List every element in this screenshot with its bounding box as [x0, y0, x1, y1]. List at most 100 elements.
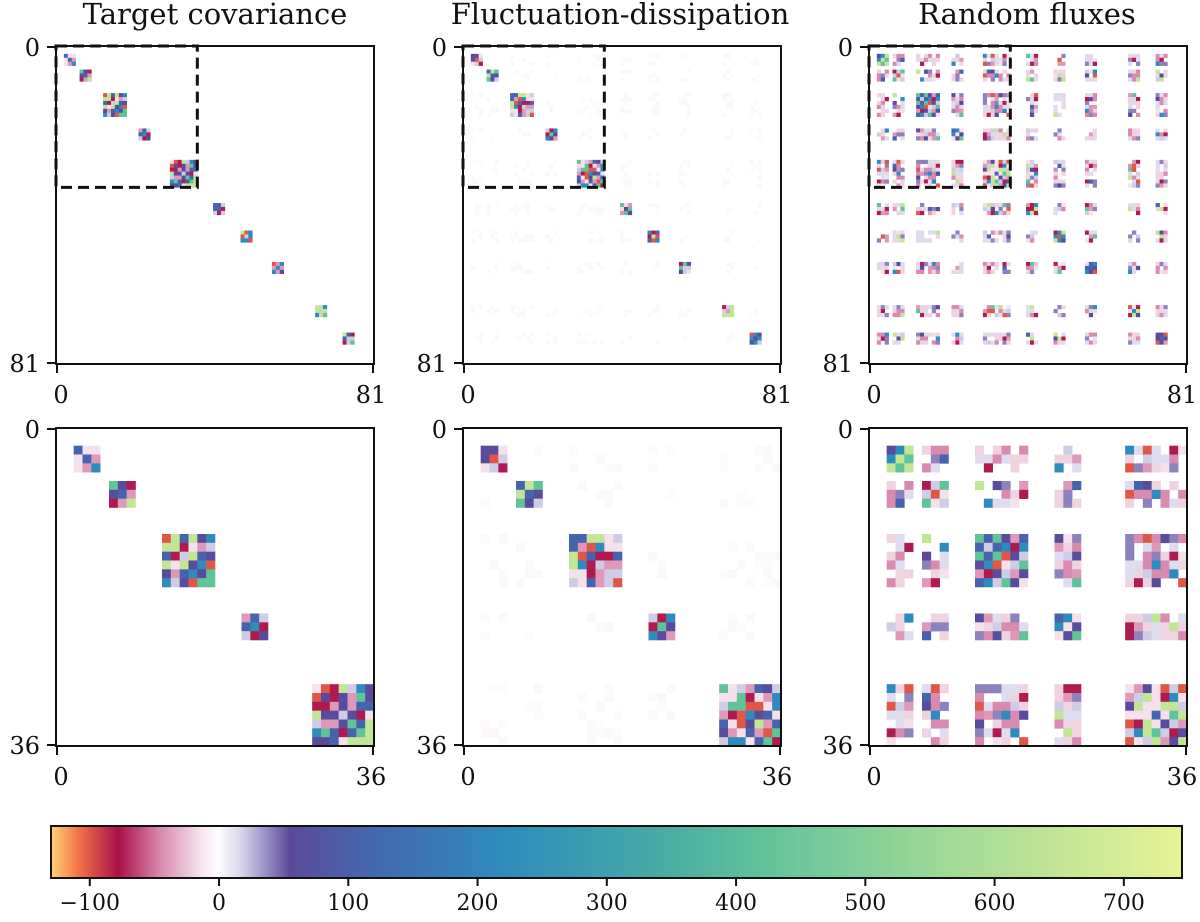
heatmap-cell — [1061, 73, 1066, 78]
heatmap-cell — [927, 97, 933, 102]
heatmap-cell — [329, 693, 339, 703]
heatmap-cell — [1002, 57, 1007, 63]
heatmap-cell — [1053, 309, 1058, 314]
heatmap-cell — [1132, 305, 1137, 310]
heatmap-cell — [729, 312, 735, 318]
heatmap-cell — [1128, 108, 1133, 114]
heatmap-cell — [930, 481, 940, 491]
heatmap-cell — [923, 179, 929, 184]
heatmap-cell — [1132, 69, 1137, 74]
heatmap-cell — [350, 336, 355, 341]
heatmap-cell — [517, 238, 523, 243]
heatmap-cell — [1125, 701, 1135, 711]
heatmap-cell — [1088, 179, 1094, 184]
heatmap-cell — [1006, 203, 1011, 208]
heatmap-cell — [177, 179, 182, 184]
heatmap-cell — [982, 167, 988, 172]
heatmap-cell — [1033, 230, 1039, 235]
heatmap-cell — [939, 498, 949, 508]
heatmap-cell — [79, 69, 84, 74]
heatmap-cell — [170, 578, 180, 588]
heatmap-cell — [959, 112, 964, 117]
heatmap-cell — [904, 631, 914, 641]
heatmap-cell — [1006, 234, 1011, 239]
heatmap-cell — [736, 693, 746, 703]
heatmap-cell — [1125, 710, 1135, 720]
heatmap-cell — [627, 69, 633, 74]
heatmap-cell — [1029, 136, 1035, 141]
heatmap-cell — [900, 128, 905, 133]
heatmap-cell — [983, 631, 993, 641]
heatmap-cell — [959, 97, 964, 102]
heatmap-cell — [494, 159, 499, 165]
heatmap-cell — [1002, 175, 1007, 180]
heatmap-cell — [990, 100, 995, 106]
heatmap-cell — [763, 719, 773, 729]
heatmap-cell — [620, 69, 625, 74]
heatmap-cell — [922, 684, 932, 694]
heatmap-cell — [514, 112, 519, 117]
heatmap-cell — [994, 53, 999, 59]
heatmap-cell — [1151, 454, 1161, 464]
heatmap-cell — [1135, 203, 1141, 208]
heatmap-cell — [569, 445, 579, 455]
heatmap-cell — [517, 206, 523, 212]
heatmap-cell — [896, 234, 901, 239]
heatmap-cell — [177, 159, 182, 165]
heatmap-cell — [514, 312, 519, 318]
heatmap-cell — [498, 534, 508, 544]
heatmap-cell — [588, 238, 593, 243]
heatmap-cell — [886, 693, 896, 703]
heatmap-cell — [347, 701, 357, 711]
heatmap-cell — [1061, 97, 1066, 102]
heatmap-cell — [1159, 305, 1164, 310]
heatmap-cell — [521, 104, 527, 110]
heatmap-cell — [1155, 104, 1160, 110]
heatmap-cell — [876, 93, 882, 98]
heatmap-cell — [521, 73, 527, 78]
heatmap-cell — [655, 183, 660, 188]
heatmap-cell — [1135, 61, 1141, 66]
heatmap-cell — [719, 498, 729, 508]
heatmap-cell — [576, 171, 582, 176]
x-tick-label-left: 0 — [53, 763, 68, 791]
heatmap-cell — [592, 167, 597, 172]
heatmap-cell — [620, 163, 625, 169]
heatmap-cell — [655, 309, 660, 314]
heatmap-cell — [930, 578, 940, 588]
heatmap-cell — [975, 534, 985, 544]
y-tick-label-bottom: 81 — [416, 350, 447, 378]
heatmap-cell — [517, 128, 523, 133]
heatmap-cell — [757, 73, 762, 78]
heatmap-cell — [1002, 132, 1007, 137]
heatmap-cell — [1163, 108, 1168, 114]
heatmap-cell — [880, 112, 886, 117]
heatmap-cell — [275, 261, 281, 267]
panel-random-fluxes-zoom: 0 36 0 36 — [822, 416, 1197, 791]
heatmap-cell — [1010, 454, 1020, 464]
heatmap-cell — [892, 53, 897, 59]
heatmap-cell — [749, 312, 754, 318]
heatmap-cell — [315, 312, 320, 318]
heatmap-cell — [682, 269, 688, 275]
heatmap-cell — [1134, 693, 1144, 703]
heatmap-cell — [666, 613, 676, 623]
heatmap-cell — [753, 136, 758, 141]
heatmap-cell — [592, 171, 597, 176]
heatmap-cell — [545, 332, 550, 337]
heatmap-cell — [1169, 498, 1179, 508]
heatmap-cell — [982, 206, 988, 212]
heatmap-cell — [939, 622, 949, 632]
heatmap-cell — [920, 203, 925, 208]
heatmap-cell — [884, 97, 889, 102]
x-tick-label-left: 0 — [460, 381, 475, 409]
heatmap-cell — [1026, 159, 1031, 165]
heatmap-cell — [916, 112, 921, 117]
heatmap-cell — [1072, 578, 1082, 588]
heatmap-cell — [994, 210, 999, 216]
heatmap-cell — [1001, 454, 1011, 464]
heatmap-cell — [510, 100, 515, 106]
heatmap-cell — [931, 159, 937, 165]
heatmap-cell — [1002, 100, 1007, 106]
heatmap-cell — [595, 542, 605, 552]
